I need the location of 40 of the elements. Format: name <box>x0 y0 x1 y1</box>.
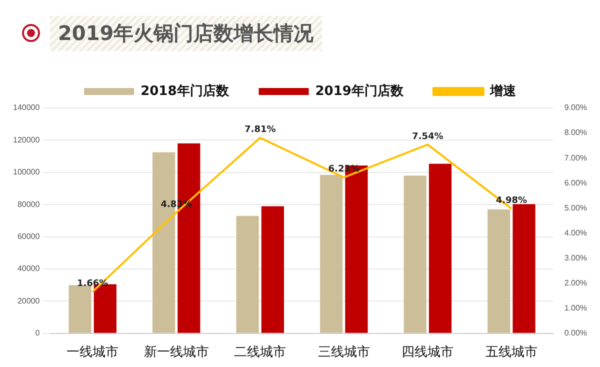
x-tick-label: 四线城市 <box>402 344 454 359</box>
y-tick-label: 140000 <box>12 103 40 112</box>
data-label: 7.81% <box>244 125 276 136</box>
bar <box>68 285 92 333</box>
bar <box>488 209 510 333</box>
bar <box>236 216 259 333</box>
y2-tick-label: 1.00% <box>564 304 588 313</box>
y2-tick-label: 9.00% <box>564 103 588 112</box>
y-tick-label: 120000 <box>12 135 40 144</box>
data-label: 7.54% <box>412 132 444 142</box>
legend-label: 增速 <box>488 84 517 99</box>
bar <box>428 164 452 333</box>
y2-tick-label: 2.00% <box>564 278 588 288</box>
y-tick-label: 100000 <box>12 168 40 177</box>
legend-label: 2018年门店数 <box>140 82 230 99</box>
y2-tick-label: 0.00% <box>564 328 588 338</box>
data-label: 6.23% <box>328 164 360 175</box>
y2-tick-label: 5.00% <box>564 203 588 212</box>
x-tick-label: 一线城市 <box>66 344 119 359</box>
x-tick-label: 新一线城市 <box>144 344 209 359</box>
y-tick-label: 0 <box>35 328 40 338</box>
y2-tick-label: 8.00% <box>564 128 588 138</box>
y-tick-label: 20000 <box>17 296 40 306</box>
y2-tick-label: 6.00% <box>564 178 588 188</box>
y-tick-label: 40000 <box>17 264 40 274</box>
y2-tick-label: 3.00% <box>564 253 588 262</box>
y-tick-label: 60000 <box>17 232 40 242</box>
x-tick-label: 五线城市 <box>485 344 538 359</box>
y2-tick-label: 7.00% <box>564 153 588 162</box>
y-tick-label: 80000 <box>17 200 40 209</box>
chart-title: 2019年火锅门店数增长情况 <box>50 16 322 50</box>
bar <box>320 174 343 333</box>
x-tick-label: 二线城市 <box>234 344 286 359</box>
x-tick-label: 三线城市 <box>318 344 370 359</box>
bar <box>404 176 426 333</box>
data-label: 4.83% <box>160 200 192 210</box>
y2-tick-label: 4.00% <box>564 228 588 238</box>
legend-label: 2019年门店数 <box>315 82 404 99</box>
bar <box>261 206 284 333</box>
bar <box>512 204 536 333</box>
